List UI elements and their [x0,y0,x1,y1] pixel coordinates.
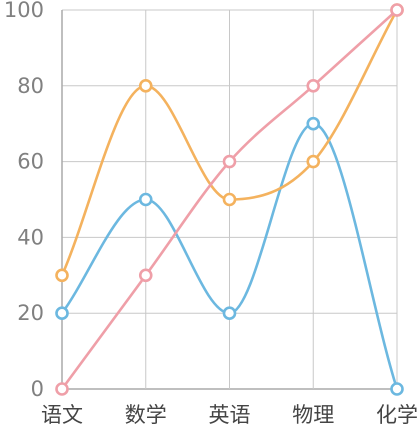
data-point [55,306,69,321]
y-tick-label: 80 [17,74,44,98]
x-tick-label: 英语 [209,403,251,427]
y-tick-label: 0 [31,377,44,401]
series-line [60,122,399,390]
y-tick-label: 40 [17,225,44,249]
y-axis: 0 20 40 60 80 100 [4,0,44,401]
x-axis: 语文 数学 英语 物理 化学 [41,403,418,427]
data-point [306,79,321,93]
data-point [390,3,404,17]
data-point [55,268,69,283]
data-point [306,154,321,169]
data-point [222,192,237,207]
series-1 [55,116,404,396]
data-point [306,116,321,131]
data-point [222,306,237,321]
y-tick-label: 60 [17,150,44,174]
data-point [138,79,153,93]
series-3 [55,3,404,396]
x-tick-label: 物理 [292,403,334,427]
y-tick-label: 100 [4,0,44,22]
series [55,3,404,396]
data-point [390,382,404,396]
x-tick-label: 数学 [125,403,167,427]
series-line [60,9,399,276]
y-tick-label: 20 [17,301,44,325]
x-tick-label: 化学 [376,403,418,427]
data-point [138,268,153,283]
data-point [138,192,153,207]
data-point [222,154,237,169]
data-point [55,382,69,396]
x-tick-label: 语文 [41,403,83,427]
